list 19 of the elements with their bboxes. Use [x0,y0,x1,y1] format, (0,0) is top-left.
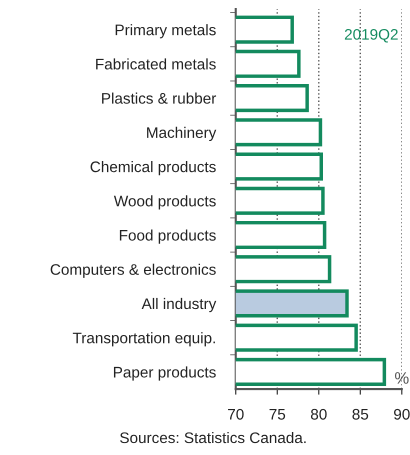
y-tick-label: Machinery [147,126,216,142]
y-tick-label: All industry [142,298,216,312]
y-tick-label: Food products [120,229,216,244]
y-tick-label: Primary metals [116,24,216,38]
y-tick-label: Paper products [114,366,216,381]
y-tick-label: Plastics & rubber [102,92,216,104]
annotation: % [394,372,409,384]
y-tick-label: Wood products [114,195,216,210]
annotation: 2019Q2 [344,28,398,43]
y-tick-label: Computers & electronics [50,264,216,278]
y-tick-label: Chemical products [90,161,216,176]
x-tick-label: 80 [310,408,327,420]
y-tick-label: Transportation equip. [72,332,215,346]
x-tick-label: 75 [270,409,286,420]
x-tick-label: 70 [228,408,244,420]
x-tick-label: 85 [352,408,368,420]
x-tick-label: 90 [394,408,410,420]
y-tick-label: Fabricated metals [96,58,216,70]
source-note: Sources: Statistics Canada. [120,432,306,444]
